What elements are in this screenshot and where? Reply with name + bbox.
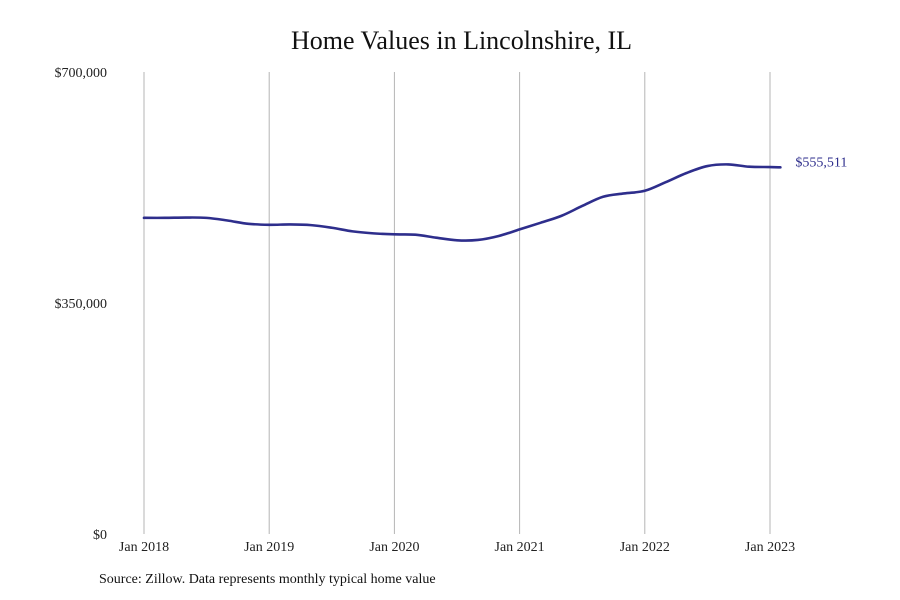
y-tick-label: $350,000 bbox=[55, 297, 108, 312]
x-tick-label: Jan 2018 bbox=[119, 540, 169, 555]
last-value-label: $555,511 bbox=[795, 155, 847, 170]
y-tick-label: $700,000 bbox=[55, 66, 108, 81]
grid-lines bbox=[143, 72, 771, 534]
home-value-line bbox=[142, 163, 782, 242]
x-tick-label: Jan 2023 bbox=[745, 540, 795, 555]
x-tick-label: Jan 2021 bbox=[495, 540, 545, 555]
y-tick-label: $0 bbox=[93, 528, 107, 543]
x-tick-label: Jan 2019 bbox=[244, 540, 294, 555]
chart-title: Home Values in Lincolnshire, IL bbox=[290, 26, 633, 55]
x-axis-ticks: Jan 2018 Jan 2019 Jan 2020 Jan 2021 Jan 2022… bbox=[119, 540, 795, 555]
x-tick-label: Jan 2020 bbox=[369, 540, 419, 555]
series-layer bbox=[142, 163, 782, 242]
source-note: Source: Zillow. Data represents monthly … bbox=[99, 572, 436, 587]
y-axis-ticks: $0 $350,000 $700,000 bbox=[55, 66, 108, 543]
x-tick-label: Jan 2022 bbox=[620, 540, 670, 555]
